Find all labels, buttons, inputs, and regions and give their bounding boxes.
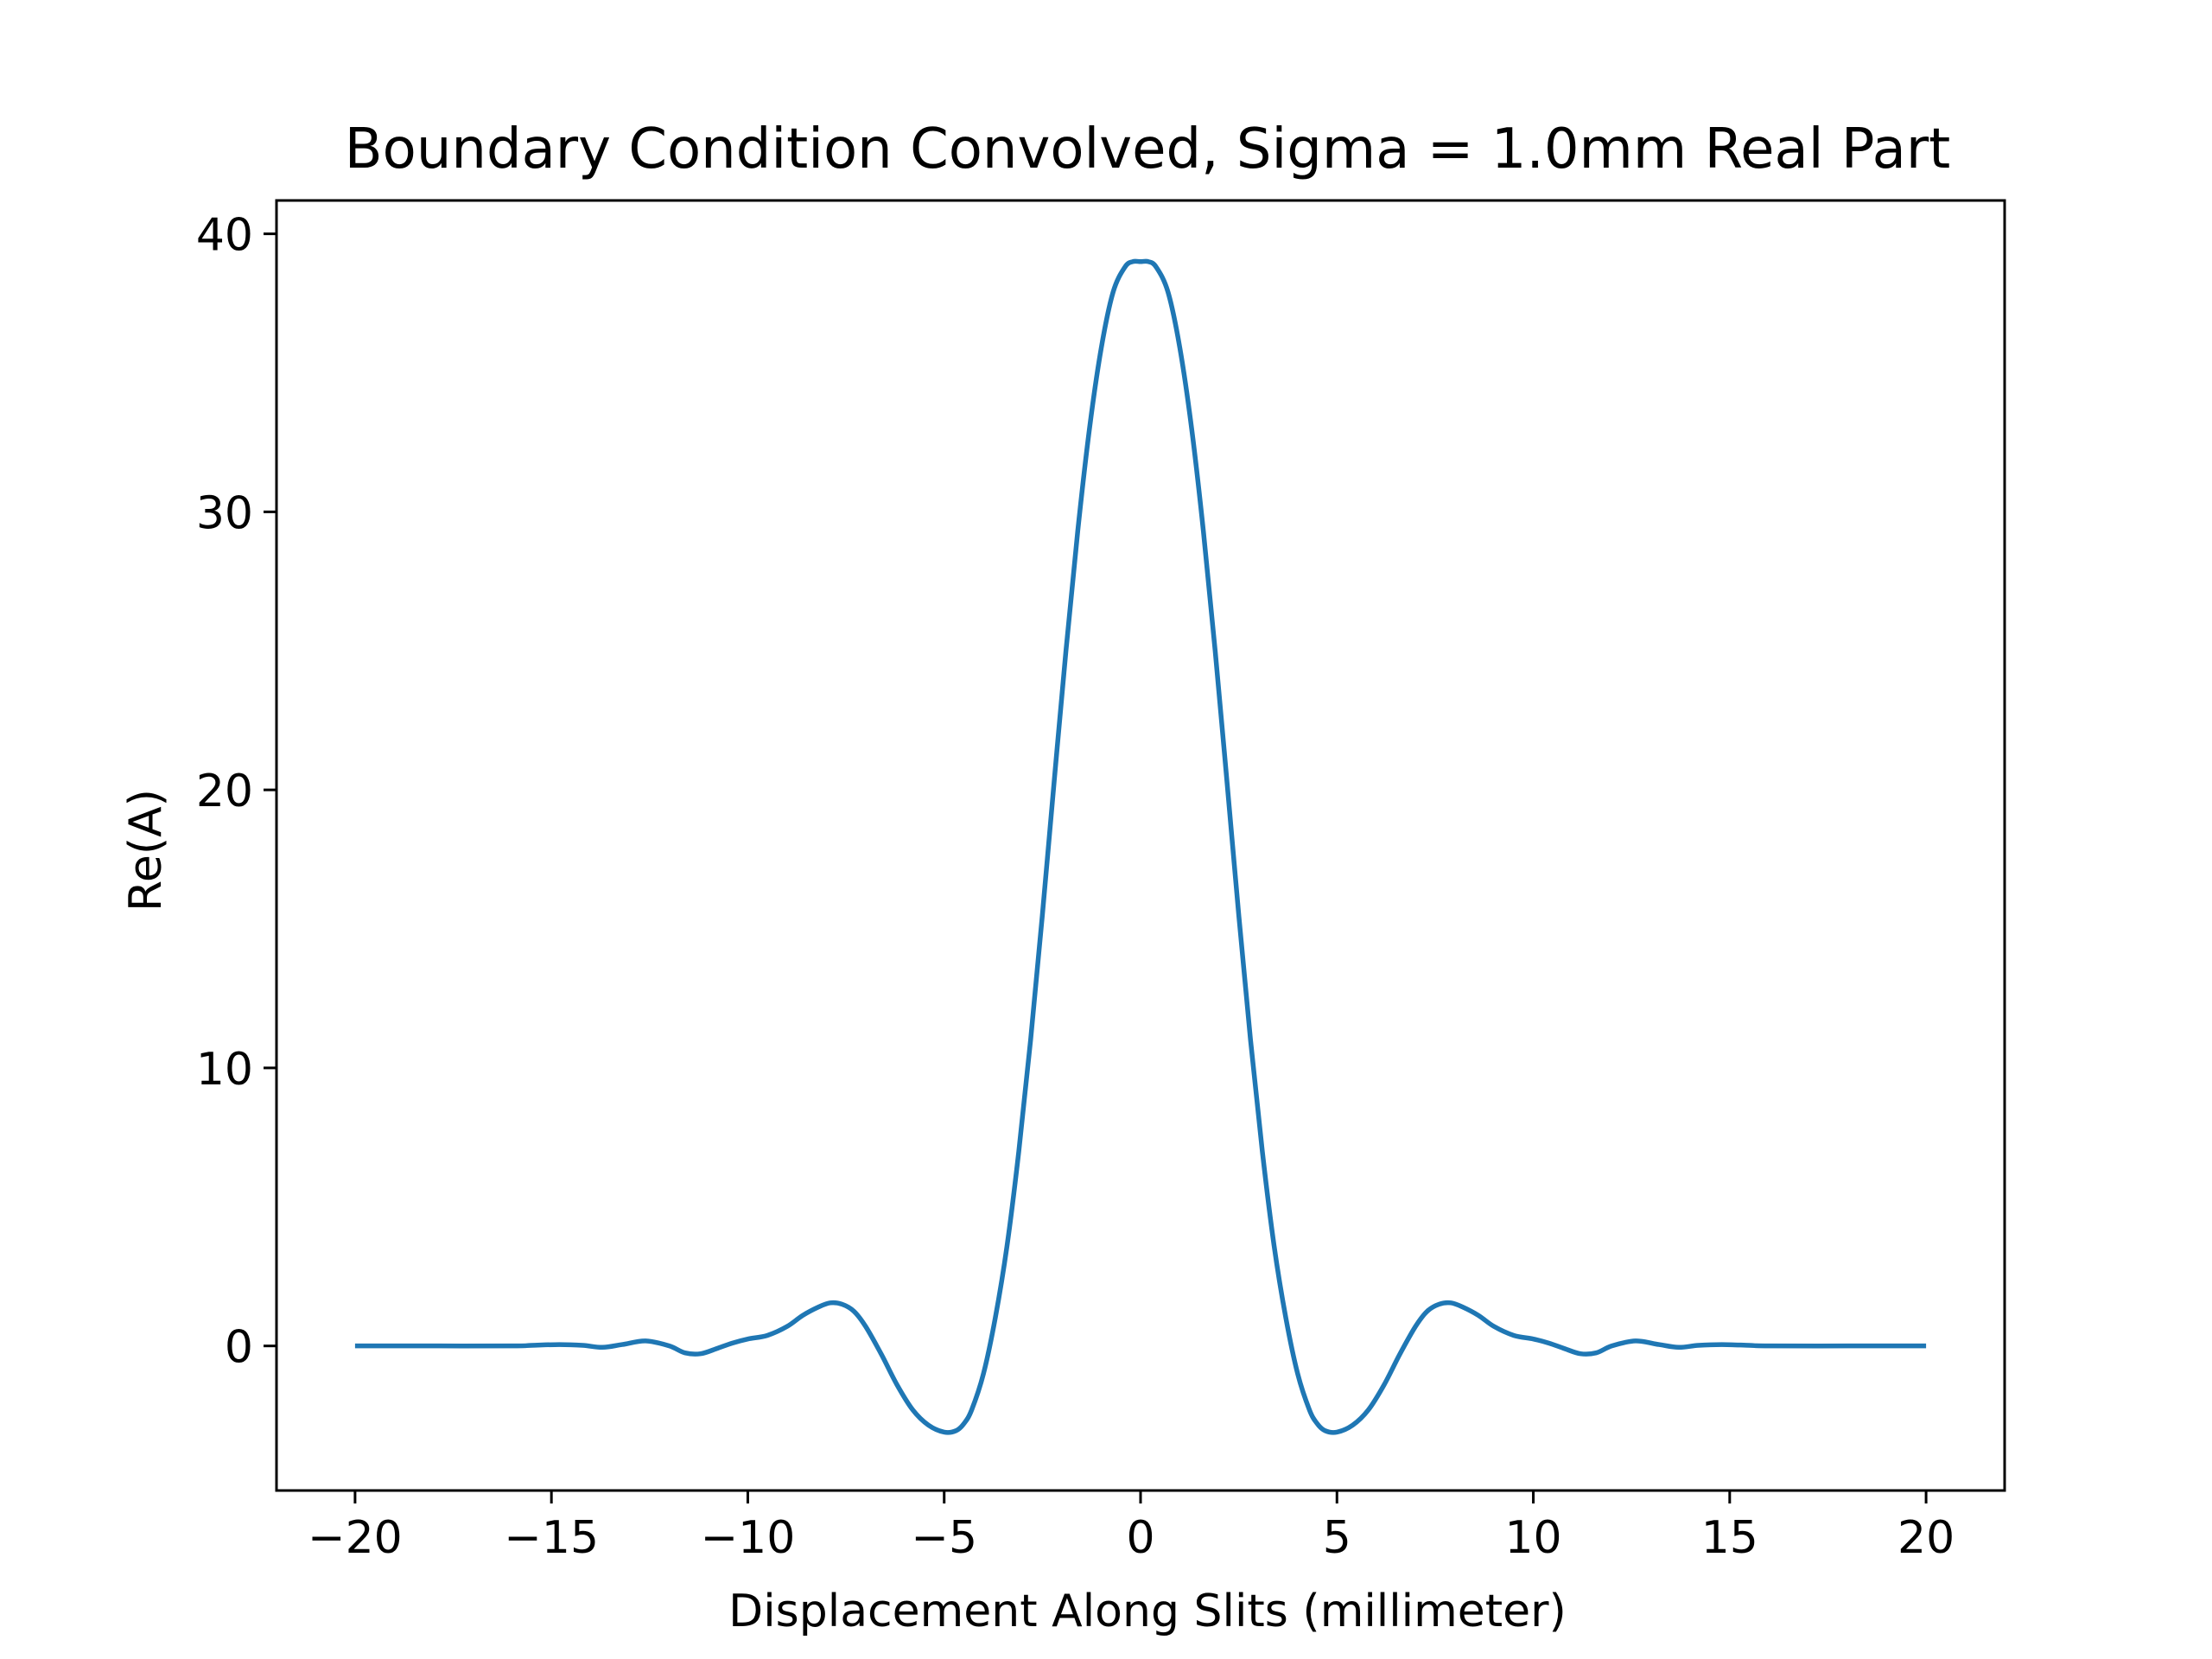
y-tick-label: 30 [196,487,253,539]
x-tick-label: −15 [504,1512,599,1564]
x-tick-label: −10 [701,1512,796,1564]
x-tick-label: 0 [1126,1512,1154,1564]
y-axis-label: Re(A) [120,789,172,912]
series-line [354,258,1927,1435]
x-tick-label: 15 [1701,1512,1758,1564]
y-tick-label: 0 [225,1322,253,1374]
x-axis-label: Displacement Along Slits (millimeter) [728,1586,1567,1637]
y-tick-label: 40 [196,210,253,262]
axis-ticks: −20 −15 −10 −5 0 5 10 15 20 0 10 20 30 40 [196,210,1955,1564]
x-tick-label: 20 [1897,1512,1955,1564]
series-layer [354,258,1927,1435]
x-tick-label: −20 [308,1512,403,1564]
x-tick-label: 10 [1504,1512,1561,1564]
x-tick-label: −5 [911,1512,977,1564]
x-tick-label: 5 [1323,1512,1351,1564]
chart-title: Boundary Condition Convolved, Sigma = 1.… [345,118,1950,181]
y-tick-label: 10 [196,1044,253,1096]
y-tick-label: 20 [196,766,253,817]
plot-frame [275,199,2006,1492]
